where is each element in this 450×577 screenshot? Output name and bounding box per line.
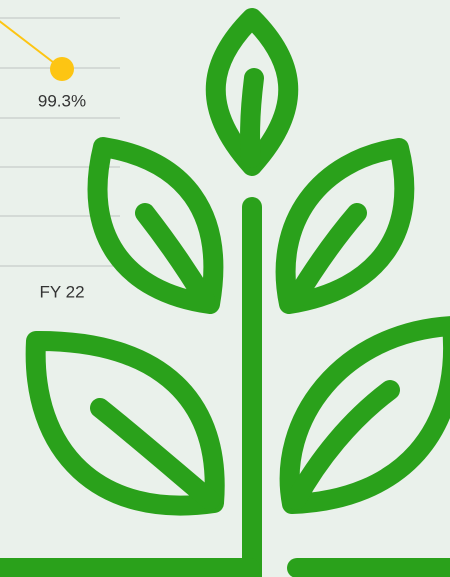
leaf-vein [285,203,367,310]
plant-icon [0,8,450,577]
x-tick-label: FY 22 [39,282,84,301]
leaf-vein [286,380,400,510]
leaf-vein [90,398,220,510]
line-segment-in [0,20,63,70]
leaf-vein [240,68,264,168]
chart-grid [0,17,120,267]
leaf-vein [135,203,215,310]
chart: 99.3% FY 22 [0,20,86,301]
data-point [50,56,74,81]
data-label: 99.3% [38,91,86,110]
